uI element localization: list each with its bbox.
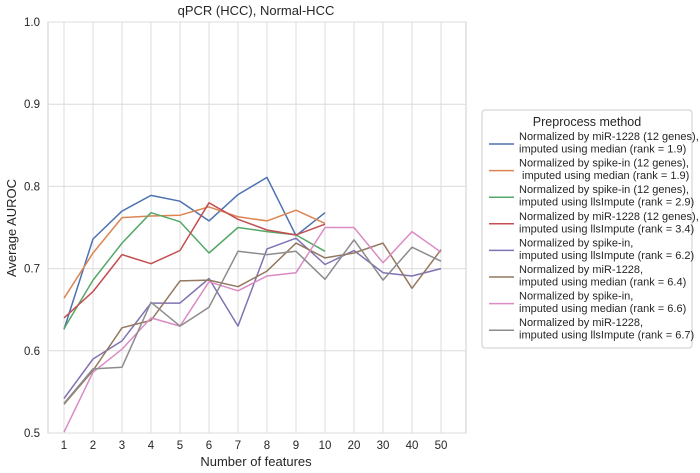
legend-title: Preprocess method <box>533 115 641 129</box>
series-line-7 <box>63 226 442 433</box>
x-tick-label: 50 <box>435 440 448 452</box>
x-tick-label: 8 <box>264 440 270 452</box>
legend-label: imputed using llsImpute (rank = 3.4) <box>519 223 694 235</box>
legend-item: Normalized by miR-1228,imputed using med… <box>489 264 686 289</box>
legend-box <box>481 109 693 349</box>
y-tick-label: 0.7 <box>24 264 40 276</box>
legend-label: imputed using median (rank = 6.6) <box>519 303 686 315</box>
legend-label: imputed using median (rank = 1.9) <box>519 144 686 156</box>
legend-label: imputed using llsImpute (rank = 6.7) <box>519 330 694 342</box>
y-tick-label: 0.6 <box>24 346 40 358</box>
plot-area <box>47 21 467 434</box>
legend-items: Normalized by miR-1228 (12 genes),impute… <box>489 131 699 342</box>
x-tick-label: 20 <box>348 440 361 452</box>
legend-label: Normalized by spike-in (12 genes), <box>519 184 689 196</box>
legend-label: Normalized by spike-in, <box>519 237 633 249</box>
x-tick-label: 30 <box>377 440 390 452</box>
x-tick-labels: 1 2 3 4 5 6 7 8 9 10 20 30 40 50 <box>61 440 448 452</box>
legend-label: Normalized by spike-in, <box>519 291 633 303</box>
legend-label: imputed using llsImpute (rank = 6.2) <box>519 250 694 262</box>
x-tick-label: 40 <box>406 440 419 452</box>
x-axis-label: Number of features <box>200 454 312 469</box>
legend: Preprocess method Normalized by miR-1228… <box>481 109 699 349</box>
legend-item: Normalized by spike-in (12 genes),impute… <box>489 184 694 209</box>
x-tick-label: 6 <box>206 440 212 452</box>
series-line-4 <box>63 202 326 319</box>
series-line-2 <box>63 206 326 299</box>
series-line-5 <box>63 237 442 399</box>
legend-label: Normalized by miR-1228, <box>519 264 643 276</box>
legend-item: Normalized by spike-in (12 genes), imput… <box>489 158 689 182</box>
legend-item: Normalized by spike-in,imputed using lls… <box>489 237 694 262</box>
series-line-3 <box>63 211 326 329</box>
x-tick-label: 5 <box>177 440 183 452</box>
x-tick-label: 1 <box>61 440 67 452</box>
x-tick-label: 9 <box>293 440 299 452</box>
legend-item: Normalized by miR-1228,imputed using lls… <box>489 317 694 342</box>
y-tick-labels: 0.5 0.6 0.7 0.8 0.9 1.0 <box>24 17 40 440</box>
x-tick-label: 4 <box>148 440 155 452</box>
chart-title: qPCR (HCC), Normal-HCC <box>178 3 335 18</box>
legend-label: imputed using median (rank = 1.9) <box>519 170 689 182</box>
y-tick-label: 1.0 <box>24 17 40 29</box>
x-tick-label: 7 <box>235 440 241 452</box>
grid <box>48 21 466 434</box>
series-line-8 <box>63 239 442 404</box>
legend-label: imputed using median (rank = 6.4) <box>519 277 686 289</box>
legend-item: Normalized by spike-in,imputed using med… <box>489 291 686 315</box>
series-lines <box>63 176 442 433</box>
x-tick-label: 3 <box>119 440 125 452</box>
y-axis-label: Average AUROC <box>4 179 19 277</box>
legend-label: Normalized by spike-in (12 genes), <box>519 158 689 170</box>
legend-label: Normalized by miR-1228 (12 genes), <box>519 211 699 223</box>
y-tick-label: 0.5 <box>24 428 40 440</box>
x-tick-label: 2 <box>90 440 96 452</box>
legend-label: Normalized by miR-1228 (12 genes), <box>519 131 699 143</box>
x-tick-label: 10 <box>319 440 332 452</box>
legend-label: Normalized by miR-1228, <box>519 317 643 329</box>
y-tick-label: 0.9 <box>24 99 40 111</box>
series-line-6 <box>63 242 442 405</box>
y-tick-label: 0.8 <box>24 181 40 193</box>
legend-item: Normalized by miR-1228 (12 genes),impute… <box>489 131 699 156</box>
legend-label: imputed using llsImpute (rank = 2.9) <box>519 197 694 209</box>
legend-item: Normalized by miR-1228 (12 genes),impute… <box>489 211 699 235</box>
